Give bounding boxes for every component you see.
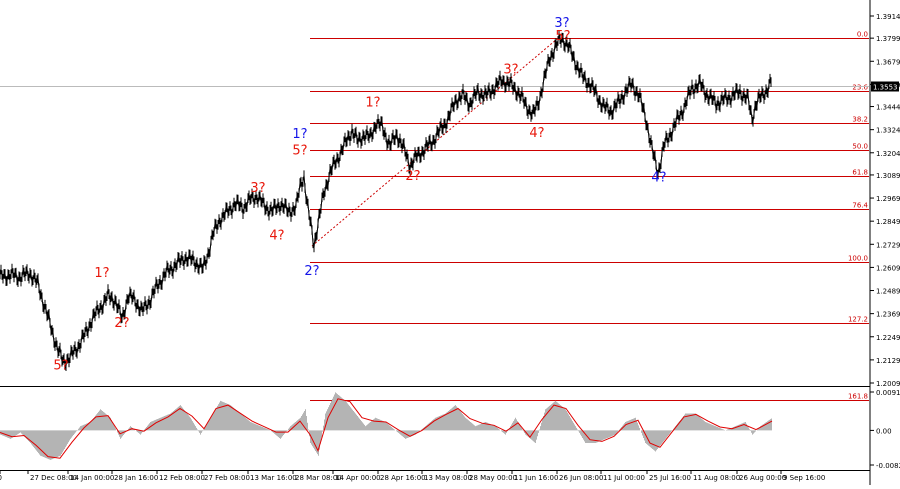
y-tick-label: 1.2369 <box>876 311 900 319</box>
y-tick-label: 1.2009 <box>876 380 900 388</box>
x-tick-label: 13 May 08:00 <box>424 474 472 482</box>
y-tick-label: 1.3799 <box>876 35 900 43</box>
wave-label: 4? <box>269 228 284 243</box>
fib-level-label: 61.8 <box>852 169 868 177</box>
y-tick-label: 1.3914 <box>876 13 900 21</box>
y-tick-label: 1.2609 <box>876 264 900 272</box>
x-tick-label: 26 Aug 00:00 <box>739 474 786 482</box>
y-tick-label: 1.3204 <box>876 150 900 158</box>
fib-level-label: 100.0 <box>848 255 868 263</box>
x-tick-label: 14 Apr 00:00 <box>335 474 381 482</box>
wave-label: 1? <box>365 95 380 110</box>
x-tick-label: 27 Dec 08:00 <box>30 474 77 482</box>
x-tick-label: 11 Jul 00:00 <box>603 474 645 482</box>
wave-label: 1? <box>292 127 307 142</box>
x-tick-label: 13 Mar 16:00 <box>250 474 297 482</box>
x-tick-label: 11 Jun 16:00 <box>514 474 558 482</box>
y-tick-label: 1.2969 <box>876 195 900 203</box>
current-price-box <box>871 81 899 92</box>
wave-label: 5? <box>53 358 68 373</box>
fib-level-label: 50.0 <box>852 143 868 151</box>
fib-level-label: 23.6 <box>852 84 868 92</box>
wave-label: 5? <box>555 29 570 44</box>
wave-label: 4? <box>529 126 544 141</box>
wave-label: 5? <box>292 144 307 159</box>
y-tick-label: 1.2129 <box>876 357 900 365</box>
fib-level-label: 161.8 <box>848 393 868 401</box>
x-tick-label: 28 May 00:00 <box>469 474 517 482</box>
wave-label: 3? <box>503 63 518 78</box>
osc-y-tick-label: 0.0091 <box>876 389 900 397</box>
y-tick-label: 1.2489 <box>876 288 900 296</box>
current-price-label: 1.3553 <box>873 84 898 92</box>
x-tick-label: 11 Aug 08:00 <box>693 474 740 482</box>
y-tick-label: 1.3444 <box>876 104 900 112</box>
x-tick-label: 6:00 <box>0 474 2 482</box>
fib-level-label: 76.4 <box>852 202 868 210</box>
wave-label: 4? <box>651 170 666 185</box>
x-tick-label: 14 Jan 00:00 <box>70 474 114 482</box>
fib-level-label: 127.2 <box>848 316 868 324</box>
osc-signal-line <box>0 398 773 459</box>
y-tick-label: 1.3679 <box>876 58 900 66</box>
fib-level-label: 0.0 <box>857 31 868 39</box>
x-tick-label: 28 Mar 08:00 <box>295 474 342 482</box>
x-tick-label: 26 Jun 08:00 <box>559 474 603 482</box>
y-tick-label: 1.3089 <box>876 172 900 180</box>
wave-label: 3? <box>554 16 569 31</box>
price-series-line <box>0 30 772 371</box>
wave-label: 2? <box>304 264 319 279</box>
y-tick-label: 1.3324 <box>876 127 900 135</box>
wave-label: 1? <box>94 266 109 281</box>
y-tick-label: 1.2849 <box>876 218 900 226</box>
wave-label: 2? <box>114 316 129 331</box>
x-tick-label: 28 Jan 16:00 <box>114 474 158 482</box>
x-tick-label: 9 Sep 16:00 <box>783 474 825 482</box>
y-tick-label: 1.2729 <box>876 241 900 249</box>
fib-level-label: 38.2 <box>852 116 868 124</box>
y-tick-label: 1.2249 <box>876 334 900 342</box>
x-tick-label: 12 Feb 08:00 <box>159 474 205 482</box>
x-tick-label: 27 Feb 08:00 <box>204 474 250 482</box>
x-tick-label: 28 Apr 16:00 <box>380 474 426 482</box>
wave-label: 3? <box>250 181 265 196</box>
wave-trend-line <box>311 39 557 247</box>
x-tick-label: 25 Jul 16:00 <box>649 474 691 482</box>
wave-label: 2? <box>405 169 420 184</box>
osc-y-tick-label: 0.00 <box>876 427 892 435</box>
